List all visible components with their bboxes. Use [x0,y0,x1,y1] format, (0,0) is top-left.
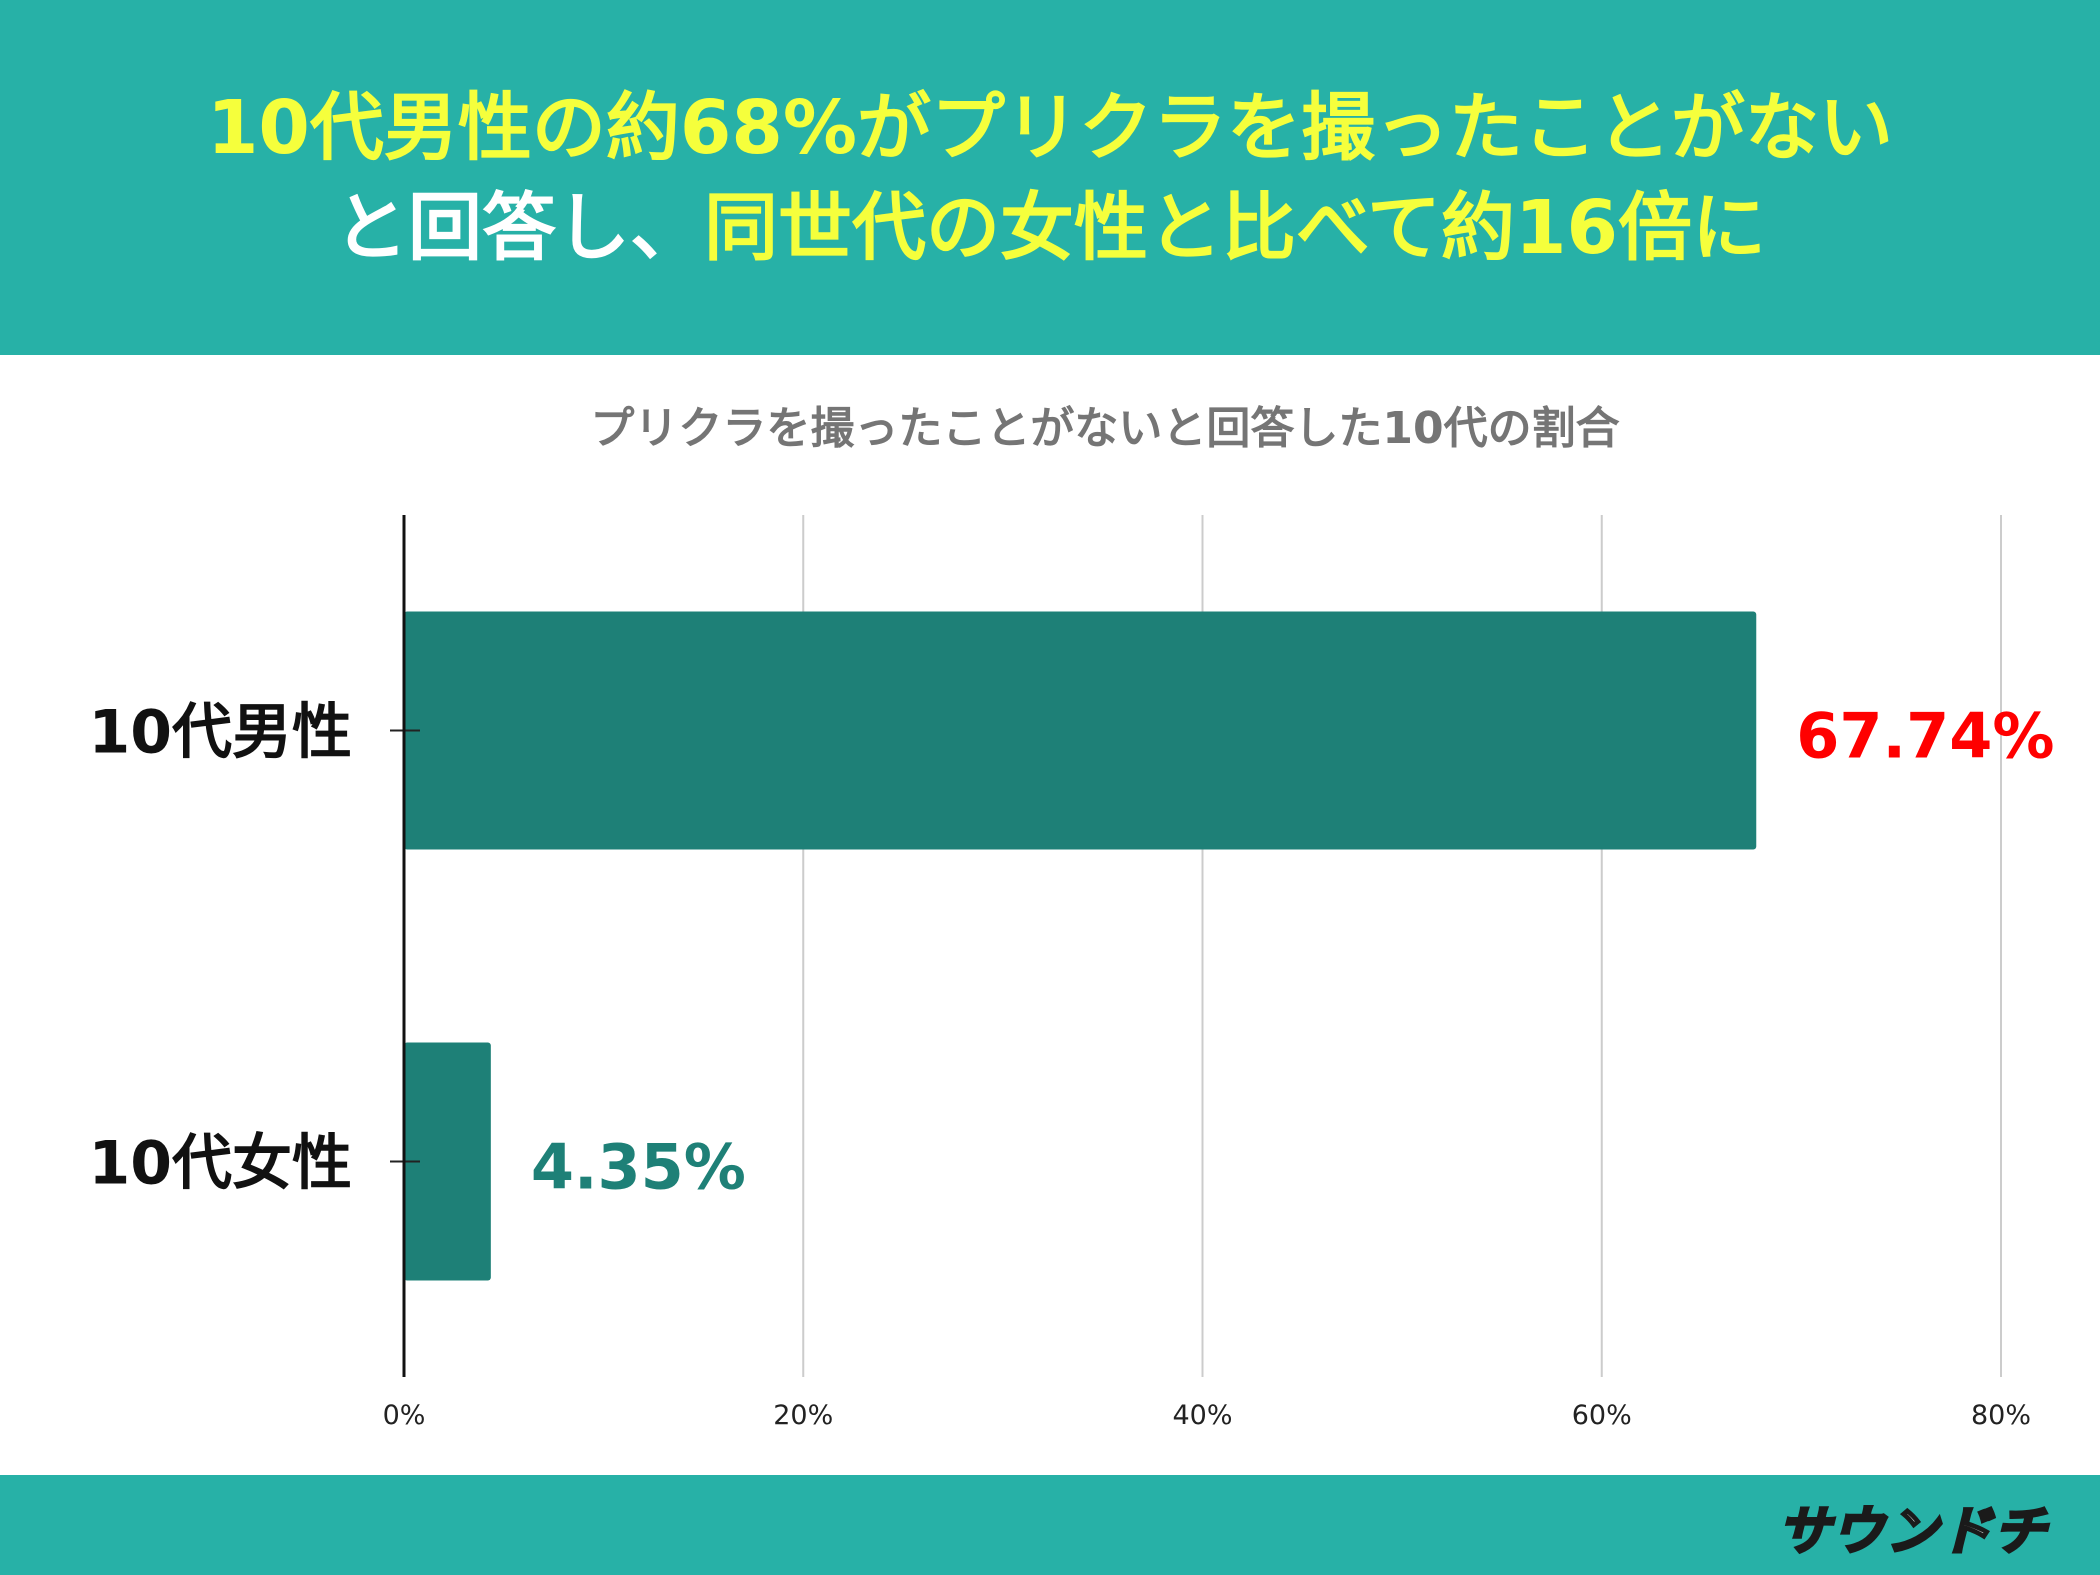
bar-chart: 0% 20% 40% 60% 80% 10代男性 67.74% 10代女性 4.35% [89,515,2054,1431]
category-label: 10代女性 [89,1129,353,1199]
bar [404,1042,491,1281]
headline-segment: 同世代の女性と比べて約16倍に [703,185,1767,271]
data-label: 67.74% [1796,700,2054,773]
headline-segment: 10代男性の約68%がプリクラを撮ったことがない [206,85,1894,171]
brand-logo: サウンドチ [1776,1501,2048,1564]
x-tick-label: 20% [773,1400,833,1431]
x-tick-label: 40% [1172,1400,1232,1431]
x-tick-label: 80% [1971,1400,2031,1431]
header-banner: 10代男性の約68%がプリクラを撮ったことがない と回答し、同世代の女性と比べて… [0,0,2100,355]
headline-segment: と回答し、 [333,185,704,271]
bar [404,611,1757,850]
headline-line-1: 10代男性の約68%がプリクラを撮ったことがない [0,78,2100,178]
category-label: 10代男性 [89,698,353,768]
headline-line-2: と回答し、同世代の女性と比べて約16倍に [0,178,2100,278]
chart-title: プリクラを撮ったことがないと回答した10代の割合 [590,403,1620,454]
x-tick-label: 60% [1572,1400,1632,1431]
footer-banner: サウンドチ [0,1475,2100,1575]
data-label: 4.35% [531,1131,746,1204]
x-tick-label: 0% [383,1400,426,1431]
